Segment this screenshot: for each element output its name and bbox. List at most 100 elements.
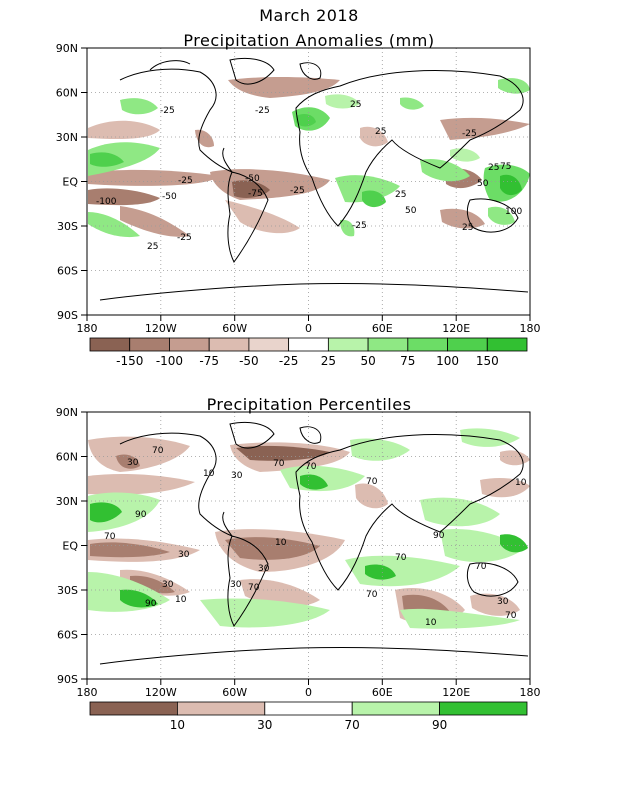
percentile-coastlines <box>99 421 529 665</box>
pct-wet-patch <box>345 555 460 587</box>
anomaly-ticks <box>81 47 531 321</box>
pct-masked-region <box>87 632 530 679</box>
anomaly-wet-patch <box>90 152 124 167</box>
contour-label: 50 <box>405 206 417 216</box>
lon-label: 120W <box>145 686 177 699</box>
pct-wet-patch <box>460 428 520 447</box>
anomaly-colorbar-label: -50 <box>239 354 259 368</box>
anomaly-colorbar-label: -100 <box>156 354 183 368</box>
anomaly-wet-patch <box>335 175 400 203</box>
contour-label: 25 <box>350 100 361 110</box>
lat-label: 60N <box>56 87 78 100</box>
anomaly-wet-patch <box>120 98 158 115</box>
lat-label: 60N <box>56 451 78 464</box>
anomaly-contour-labels: -25 25 -25 -25 -25 -50 -75 -100 -50 -25 … <box>96 100 522 252</box>
pct-dry-patch <box>500 450 530 466</box>
anomaly-colorbar-label: 150 <box>476 354 499 368</box>
percentile-colorbar-swatch <box>176 701 266 716</box>
percentile-colorbar-label: 30 <box>257 718 272 732</box>
anomaly-wet-patch <box>88 142 160 176</box>
anomaly-dry-patch <box>440 117 530 140</box>
anomaly-colorbar-label: 50 <box>360 354 375 368</box>
pct-wet-patch <box>300 474 328 490</box>
contour-label: 30 <box>231 471 243 481</box>
contour-label: 100 <box>505 207 522 217</box>
contour-label: 90 <box>135 510 147 520</box>
contour-label: 70 <box>305 462 317 472</box>
anomaly-colorbar-swatch <box>208 337 250 352</box>
pct-dry-patch <box>116 454 140 469</box>
lat-label: 30S <box>57 220 78 233</box>
contour-label: 25 <box>375 127 386 137</box>
anomaly-dry-patch <box>120 206 190 237</box>
lat-label: EQ <box>62 540 78 553</box>
contour-label: 70 <box>273 459 285 469</box>
anomaly-dry-patch <box>88 120 160 140</box>
pct-wet-patch <box>350 438 410 461</box>
pct-wet-patch <box>440 528 525 563</box>
contour-label: 70 <box>366 590 378 600</box>
anomaly-colorbar-label: -150 <box>116 354 143 368</box>
anomaly-colorbar-swatch <box>169 337 210 352</box>
lat-label: 30N <box>56 131 78 144</box>
lon-label: 60W <box>222 322 247 335</box>
contour-label: -100 <box>96 197 117 207</box>
percentile-colorbar-label: 90 <box>432 718 447 732</box>
contour-label: 30 <box>162 580 174 590</box>
anomaly-colorbar-swatch <box>327 337 369 352</box>
pct-wet-patch <box>200 598 330 628</box>
anomaly-dry-patch <box>225 200 300 234</box>
anomaly-dry-patch <box>88 169 220 186</box>
lat-label: 30S <box>57 584 78 597</box>
lon-label: 0 <box>305 686 312 699</box>
lon-label: 180 <box>520 322 541 335</box>
contour-label: 90 <box>433 531 445 541</box>
contour-label: 70 <box>152 446 164 456</box>
pct-dry-patch <box>88 474 195 495</box>
percentile-lon-labels: 180 120W 60W 0 60E 120E 180 <box>77 686 541 699</box>
anomaly-map: -25 25 -25 -25 -25 -50 -75 -100 -50 -25 … <box>56 42 541 335</box>
anomaly-fields <box>88 77 530 238</box>
lat-label: EQ <box>62 176 78 189</box>
contour-label: -25 <box>160 106 175 116</box>
contour-label: -25 <box>462 129 477 139</box>
lat-label: 30N <box>56 495 78 508</box>
pct-wet-patch <box>90 502 122 523</box>
percentile-grid <box>87 412 530 679</box>
percentile-ticks <box>81 411 531 685</box>
contour-label: 30 <box>230 580 242 590</box>
lon-label: 0 <box>305 322 312 335</box>
contour-label: -25 <box>290 186 305 196</box>
contour-label: -50 <box>162 192 177 202</box>
contour-label: 25 <box>147 242 158 252</box>
anomaly-colorbar-swatch <box>447 337 488 352</box>
pct-wet-patch <box>500 534 528 553</box>
lon-label: 60E <box>372 322 393 335</box>
lat-label: 90N <box>56 42 78 55</box>
anomaly-dry-patch <box>440 208 485 229</box>
contour-label: 30 <box>258 564 270 574</box>
contour-label: 25 <box>462 223 473 233</box>
anomaly-grid <box>87 48 530 315</box>
pct-dry-patch <box>355 483 388 509</box>
lat-label: 60S <box>57 265 78 278</box>
contour-label: 70 <box>505 611 517 621</box>
contour-label: 90 <box>145 599 157 609</box>
anomaly-colorbar-label: -75 <box>199 354 219 368</box>
contour-label: 10 <box>175 595 187 605</box>
anomaly-wet-patch <box>325 94 360 109</box>
anomaly-dry-patch <box>195 129 214 148</box>
anomaly-colorbar-label: 25 <box>321 354 336 368</box>
anomaly-colorbar-swatch <box>89 337 131 352</box>
contour-label: -50 <box>245 174 260 184</box>
contour-label: 30 <box>497 597 509 607</box>
lon-label: 180 <box>520 686 541 699</box>
anomaly-wet-patch <box>296 114 316 127</box>
anomaly-dry-patch <box>228 77 340 98</box>
anomaly-dry-patch <box>360 126 388 147</box>
contour-label: 30 <box>127 458 139 468</box>
pct-wet-patch <box>88 492 160 532</box>
anomaly-wet-patch <box>400 97 424 110</box>
percentile-colorbar-swatch <box>264 701 353 716</box>
